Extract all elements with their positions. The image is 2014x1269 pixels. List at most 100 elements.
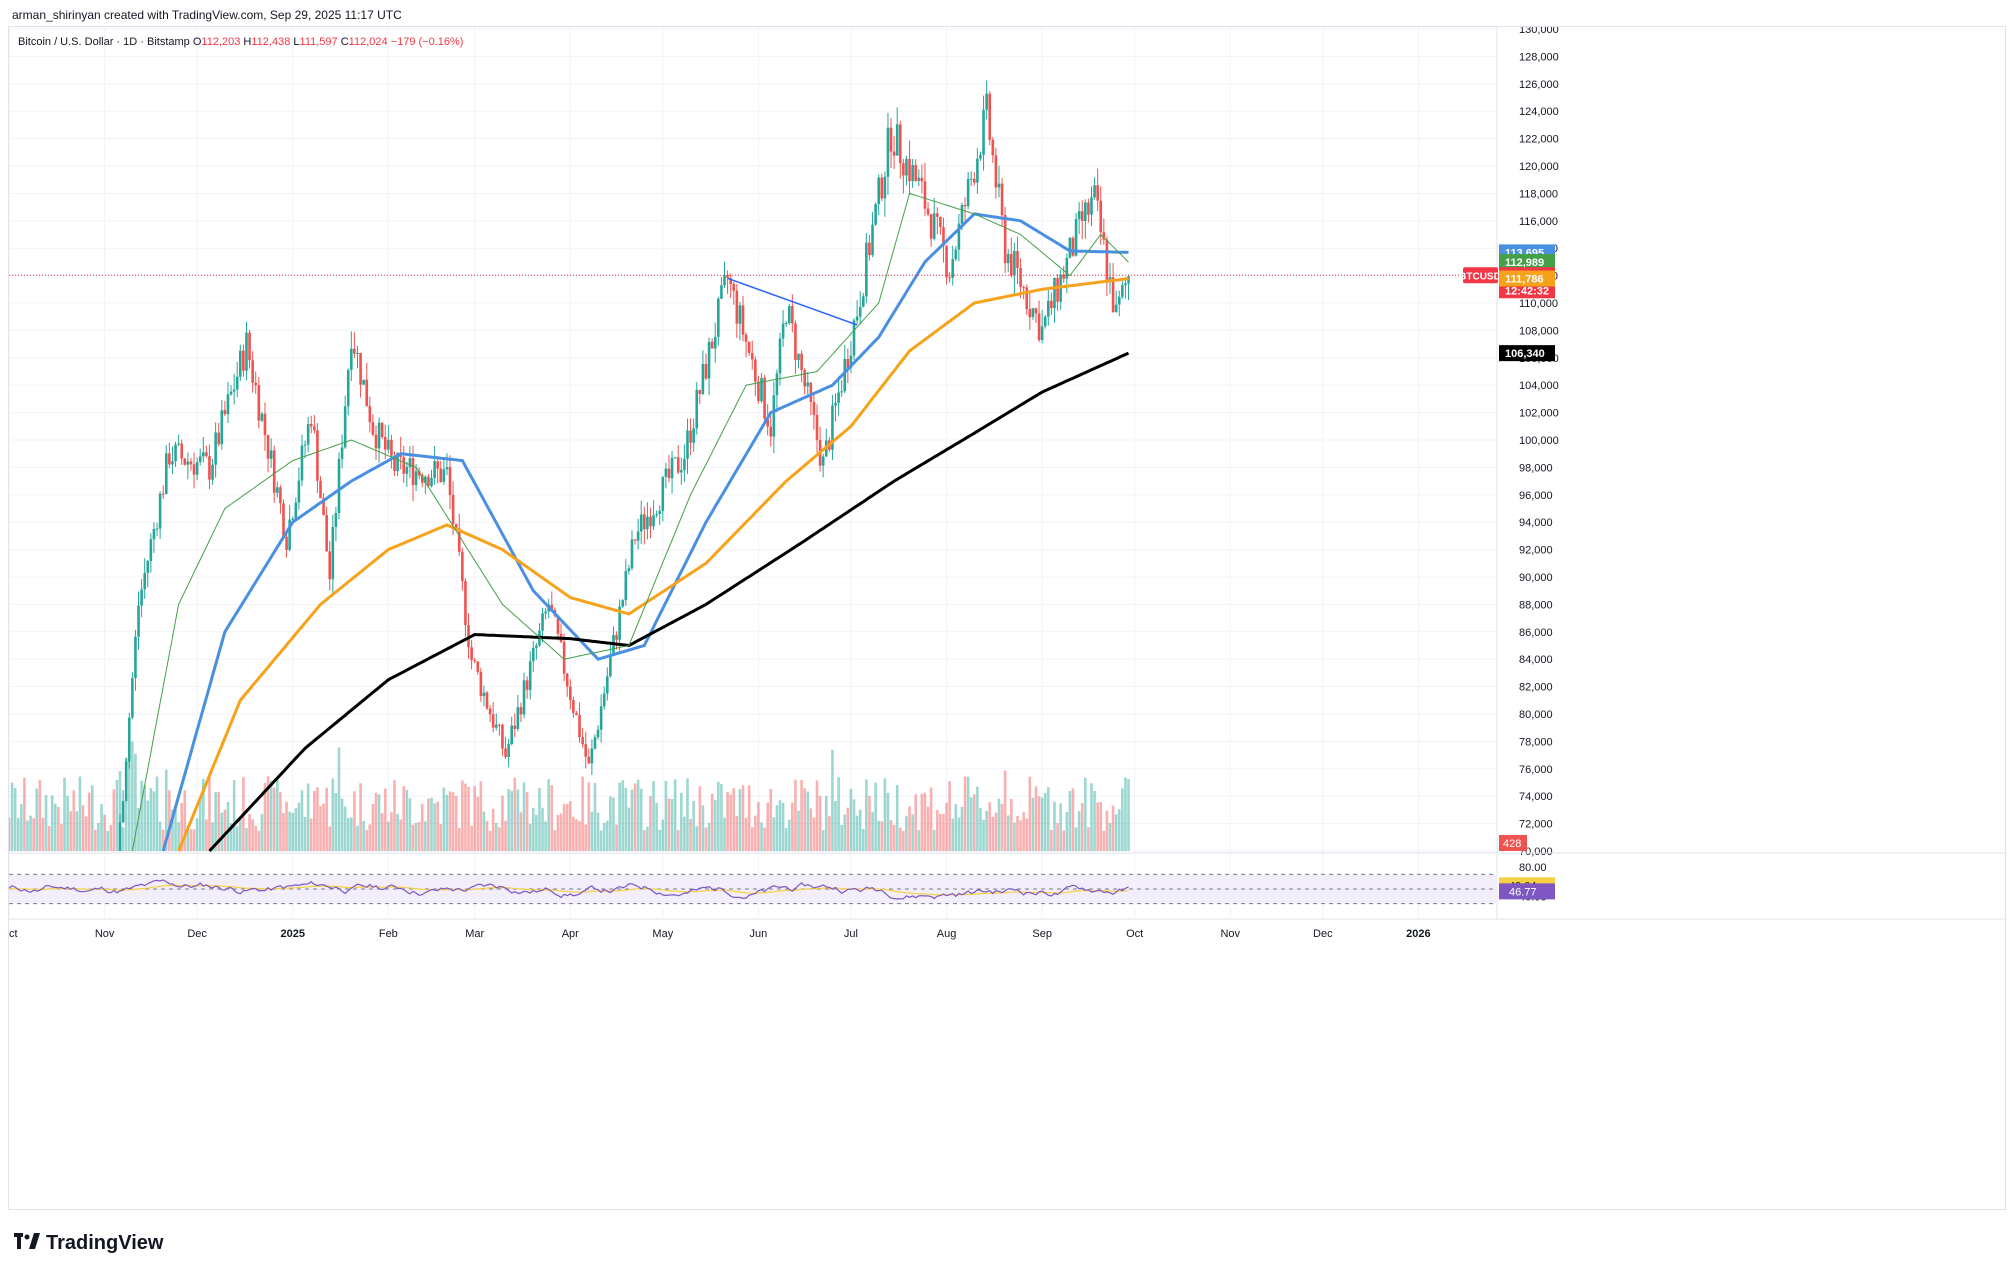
volume-bar <box>192 829 196 851</box>
x-tick-label: 2025 <box>280 928 304 940</box>
volume-bar <box>285 801 288 851</box>
volume-bar <box>177 822 180 851</box>
y-tick-label: 130,000 <box>1519 27 1559 36</box>
candle-body <box>729 277 732 284</box>
volume-bar <box>208 777 211 851</box>
volume-bar <box>482 811 486 851</box>
volume-bar <box>448 791 452 851</box>
volume-bar <box>1059 803 1062 851</box>
candle-body <box>158 493 162 529</box>
candle-body <box>393 455 396 472</box>
volume-bar <box>1043 792 1047 851</box>
volume-bar <box>652 781 655 851</box>
volume-bar <box>855 815 859 851</box>
volume-bar <box>337 747 341 851</box>
volume-bar <box>137 808 140 851</box>
volume-bar <box>1006 815 1010 851</box>
volume-bar <box>353 791 356 851</box>
candle-body <box>562 641 566 674</box>
volume-bar <box>1068 790 1072 851</box>
volume-bar <box>239 817 242 851</box>
candle-body <box>189 461 193 465</box>
volume-bar <box>902 830 905 851</box>
volume-bar <box>127 741 131 851</box>
volume-bar <box>87 792 91 851</box>
candle-body <box>803 369 806 387</box>
candle-body <box>794 323 797 360</box>
volume-bar <box>794 779 797 851</box>
candle-body <box>541 613 544 631</box>
candle-body <box>550 604 554 611</box>
volume-bar <box>892 825 896 851</box>
volume-bar <box>106 830 109 851</box>
candle-body <box>926 208 930 215</box>
candle-body <box>131 677 134 718</box>
candle-body <box>374 434 378 449</box>
volume-bar <box>572 816 575 851</box>
y-tick-label: 76,000 <box>1519 764 1553 776</box>
volume-bar <box>491 808 495 851</box>
candle-body <box>991 139 995 156</box>
rsi-value-label: 46.77 <box>1509 886 1537 898</box>
volume-bar <box>269 780 273 851</box>
candle-body <box>606 676 609 694</box>
volume-bar <box>501 795 504 851</box>
candle-body <box>1096 185 1099 201</box>
candle-body <box>387 439 390 450</box>
chart-frame[interactable]: 130,000 128,000 126,000 124,000 122,000 120,0… <box>8 26 2007 1211</box>
volume-bar <box>957 817 961 851</box>
y-tick-label: 92,000 <box>1519 545 1553 557</box>
candle-body <box>288 519 291 551</box>
volume-bar <box>232 780 236 851</box>
volume-bar <box>476 796 480 851</box>
volume-bar <box>544 821 547 851</box>
candle-body <box>201 452 205 457</box>
y-tick-label: 84,000 <box>1519 654 1553 666</box>
tradingview-brand[interactable]: TradingView <box>14 1232 163 1255</box>
candle-body <box>544 611 547 614</box>
volume-bar <box>982 819 985 851</box>
volume-bar <box>565 803 569 851</box>
volume-bar <box>954 804 958 851</box>
candle-body <box>504 748 507 757</box>
candle-body <box>834 402 837 406</box>
candle-body <box>519 707 523 715</box>
volume-bar <box>646 826 649 851</box>
y-tick-label: 108,000 <box>1519 325 1559 337</box>
volume-bar <box>744 817 748 851</box>
candle-body <box>590 748 594 764</box>
price-chart[interactable]: 130,000 128,000 126,000 124,000 122,000 120,0… <box>9 27 2007 1211</box>
volume-bar <box>390 812 393 851</box>
candle-body <box>781 323 785 339</box>
volume-bar <box>898 827 902 851</box>
volume-bar <box>1025 818 1029 851</box>
candle-body <box>442 469 446 482</box>
volume-bar <box>889 820 893 851</box>
volume-bar <box>717 781 720 851</box>
candle-body <box>1074 219 1078 256</box>
volume-bar <box>973 794 976 851</box>
volume-bar <box>331 778 335 851</box>
volume-bar <box>78 776 82 851</box>
volume-bar <box>291 812 295 851</box>
candle-body <box>365 379 369 407</box>
candle-body <box>171 461 174 465</box>
volume-bar <box>115 779 119 851</box>
volume-bar <box>309 818 313 851</box>
volume-bar <box>57 806 60 851</box>
candle-body <box>800 353 803 370</box>
volume-bar <box>1013 822 1016 851</box>
volume-bar <box>420 804 424 851</box>
candle-body <box>865 242 868 297</box>
candle-body <box>602 693 606 707</box>
candle-body <box>161 493 165 495</box>
candle-body <box>1102 232 1106 240</box>
volume-bar <box>809 808 813 851</box>
y-tick-label: 86,000 <box>1519 627 1553 639</box>
volume-bar <box>914 794 918 851</box>
candle-body <box>319 480 322 499</box>
volume-bar <box>593 782 597 851</box>
candle-body <box>809 382 813 402</box>
volume-bar <box>164 769 168 851</box>
x-tick-label: Feb <box>379 928 398 940</box>
